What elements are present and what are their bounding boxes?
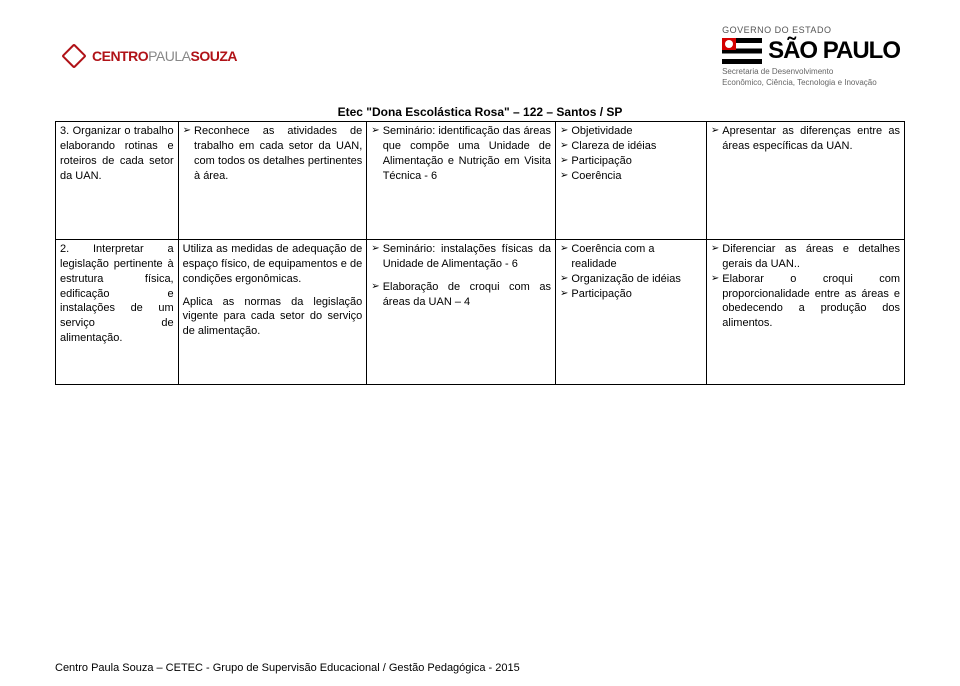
- bullet-text: Organização de idéias: [571, 272, 680, 287]
- bullet-icon: ➢: [371, 124, 379, 138]
- cell-r2-c2: Utiliza as medidas de adequação de espaç…: [178, 240, 367, 385]
- table-row: 3. Organizar o trabalho elaborando rotin…: [56, 122, 905, 240]
- sp-logo: SÃO PAULO: [722, 37, 900, 65]
- cps-brand-mid: PAULA: [148, 48, 190, 64]
- bullet-icon: ➢: [560, 242, 568, 256]
- cell-r2-c1: 2. Interpretar a legislação pertinente à…: [56, 240, 179, 385]
- cps-logo-block: CENTROPAULASOUZA: [60, 42, 237, 70]
- bullet-icon: ➢: [560, 272, 568, 286]
- bullet-text: Clareza de idéias: [571, 139, 656, 154]
- bullet-icon: ➢: [371, 280, 379, 294]
- cell-r1-c2: ➢Reconhece as atividades de trabalho em …: [178, 122, 367, 240]
- bullet-text: Coerência: [571, 169, 621, 184]
- sp-name: SÃO PAULO: [768, 37, 900, 65]
- bullet-text: Seminário: instalações físicas da Unidad…: [383, 242, 551, 272]
- bullet-text: Coerência com a realidade: [571, 242, 702, 272]
- paragraph: Aplica as normas da legislação vigente p…: [183, 295, 363, 340]
- page-header: CENTROPAULASOUZA GOVERNO DO ESTADO SÃO P…: [0, 0, 960, 105]
- cell-r2-c4: ➢Coerência com a realidade ➢Organização …: [555, 240, 706, 385]
- cell-r2-c5: ➢Diferenciar as áreas e detalhes gerais …: [706, 240, 904, 385]
- bullet-text: Elaborar o croqui com proporcionalidade …: [722, 272, 900, 331]
- cps-icon: [60, 42, 88, 70]
- paragraph: Utiliza as medidas de adequação de espaç…: [183, 242, 363, 287]
- sp-flag-icon: [722, 38, 762, 64]
- bullet-text: Objetividade: [571, 124, 632, 139]
- cell-r1-c5: ➢Apresentar as diferenças entre as áreas…: [706, 122, 904, 240]
- sp-gov-label: GOVERNO DO ESTADO: [722, 25, 831, 35]
- sp-sub1: Secretaria de Desenvolvimento: [722, 67, 833, 76]
- bullet-text: Reconhece as atividades de trabalho em c…: [194, 124, 362, 183]
- cps-brand-left: CENTRO: [92, 48, 148, 64]
- bullet-text: Elaboração de croqui com as áreas da UAN…: [383, 280, 551, 310]
- cps-brand-text: CENTROPAULASOUZA: [92, 48, 237, 64]
- bullet-icon: ➢: [560, 169, 568, 183]
- bullet-icon: ➢: [560, 287, 568, 301]
- bullet-icon: ➢: [183, 124, 191, 138]
- cps-brand-right: SOUZA: [191, 48, 238, 64]
- table-row: 2. Interpretar a legislação pertinente à…: [56, 240, 905, 385]
- bullet-text: Participação: [571, 154, 632, 169]
- bullet-text: Seminário: identificação das áreas que c…: [383, 124, 551, 183]
- main-table: 3. Organizar o trabalho elaborando rotin…: [55, 121, 905, 385]
- bullet-icon: ➢: [711, 272, 719, 286]
- bullet-icon: ➢: [560, 124, 568, 138]
- bullet-text: Diferenciar as áreas e detalhes gerais d…: [722, 242, 900, 272]
- cell-r1-c3: ➢ Seminário: identificação das áreas que …: [367, 122, 556, 240]
- cell-r2-c3: ➢ Seminário: instalações físicas da Unida…: [367, 240, 556, 385]
- bullet-icon: ➢: [371, 242, 379, 256]
- bullet-text: Apresentar as diferenças entre as áreas …: [722, 124, 900, 154]
- cps-logo: CENTROPAULASOUZA: [60, 42, 237, 70]
- bullet-icon: ➢: [560, 139, 568, 153]
- page-footer: Centro Paula Souza – CETEC - Grupo de Su…: [55, 662, 520, 674]
- cell-r1-c1: 3. Organizar o trabalho elaborando rotin…: [56, 122, 179, 240]
- sp-sub2: Econômico, Ciência, Tecnologia e Inovaçã…: [722, 78, 877, 87]
- sp-logo-block: GOVERNO DO ESTADO SÃO PAULO Secretaria d…: [722, 25, 900, 87]
- bullet-icon: ➢: [711, 124, 719, 138]
- bullet-icon: ➢: [711, 242, 719, 256]
- bullet-text: Participação: [571, 287, 632, 302]
- bullet-icon: ➢: [560, 154, 568, 168]
- cell-r1-c4: ➢Objetividade ➢Clareza de idéias ➢Partic…: [555, 122, 706, 240]
- page-title: Etec "Dona Escolástica Rosa" – 122 – San…: [0, 105, 960, 119]
